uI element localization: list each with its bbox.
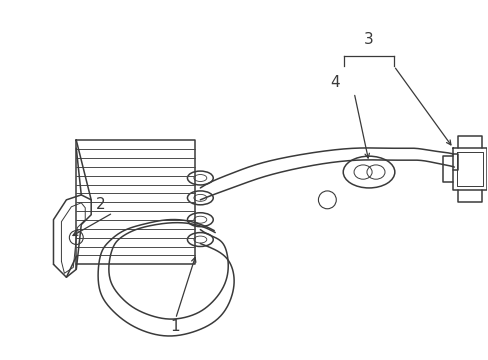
Text: 2: 2 xyxy=(96,197,106,212)
Text: 1: 1 xyxy=(170,319,180,334)
Text: 4: 4 xyxy=(330,75,340,90)
Text: 3: 3 xyxy=(364,32,373,46)
